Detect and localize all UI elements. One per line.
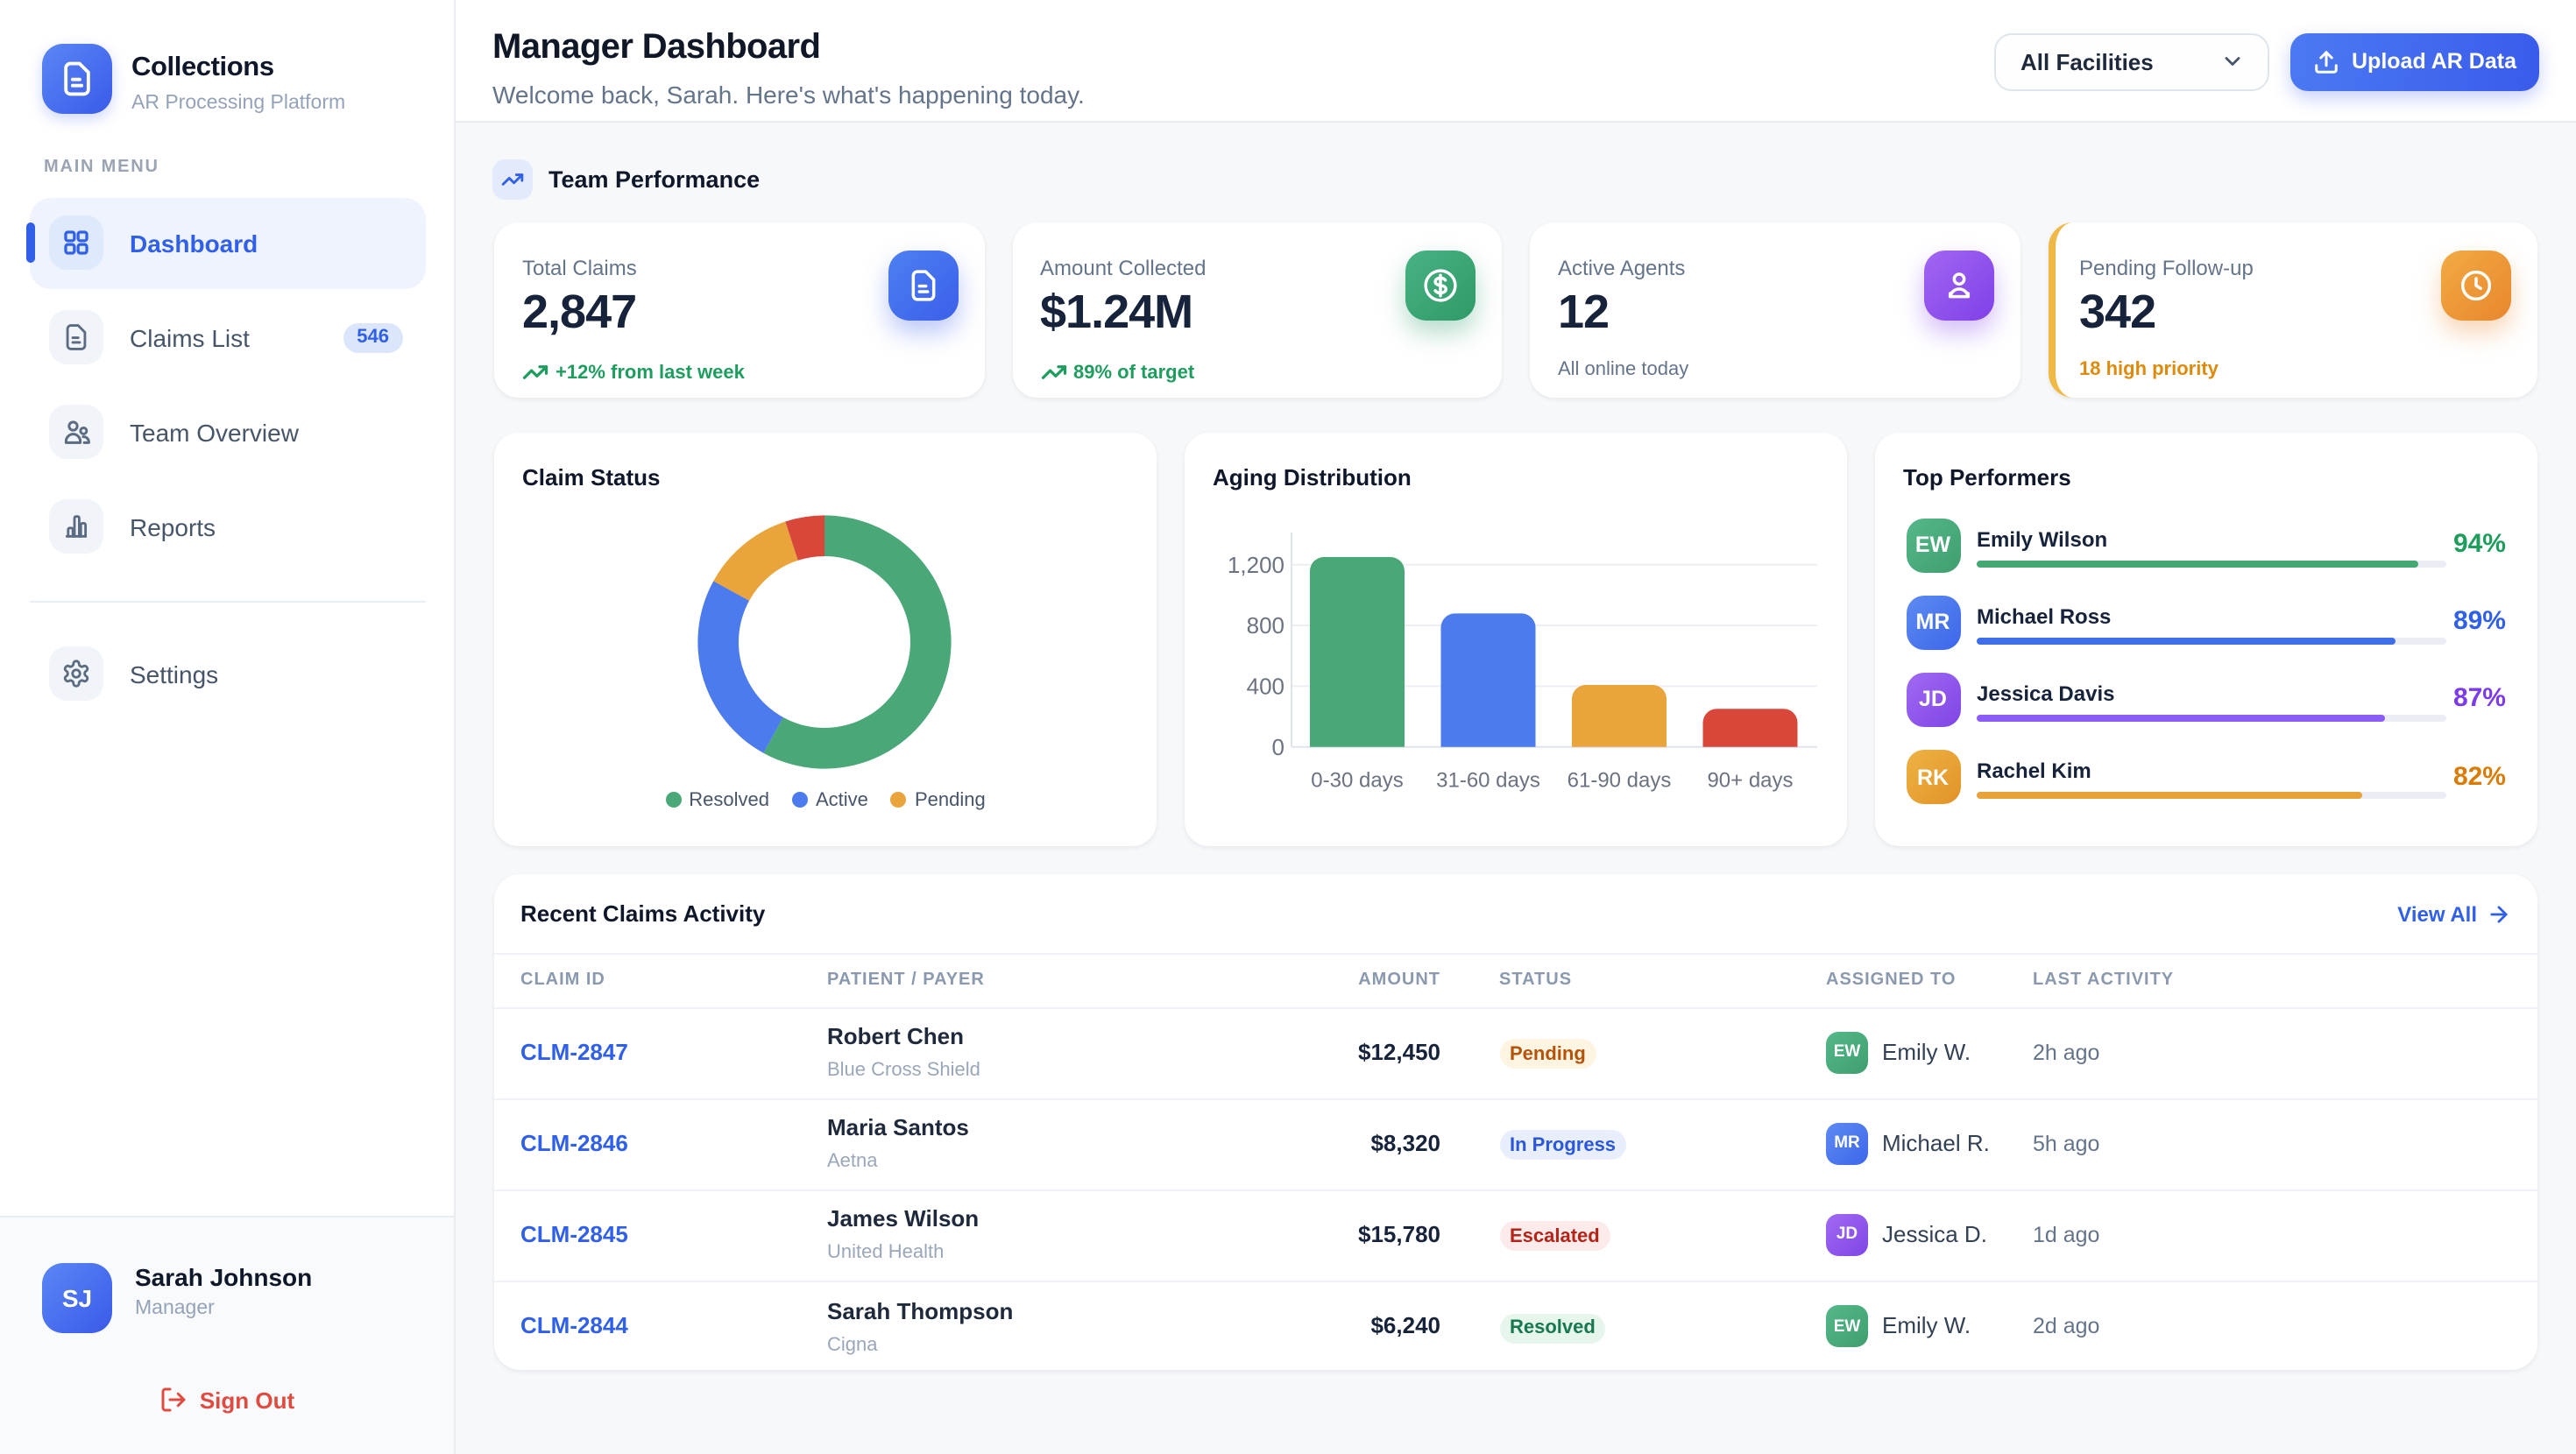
svg-text:0: 0	[1272, 734, 1284, 760]
svg-text:61-90 days: 61-90 days	[1568, 768, 1672, 792]
svg-text:31-60 days: 31-60 days	[1436, 768, 1540, 792]
svg-text:0-30 days: 0-30 days	[1311, 768, 1403, 792]
svg-text:90+ days: 90+ days	[1707, 768, 1793, 792]
svg-text:400: 400	[1247, 673, 1284, 699]
svg-text:800: 800	[1247, 612, 1284, 639]
svg-text:1,200: 1,200	[1228, 552, 1284, 578]
